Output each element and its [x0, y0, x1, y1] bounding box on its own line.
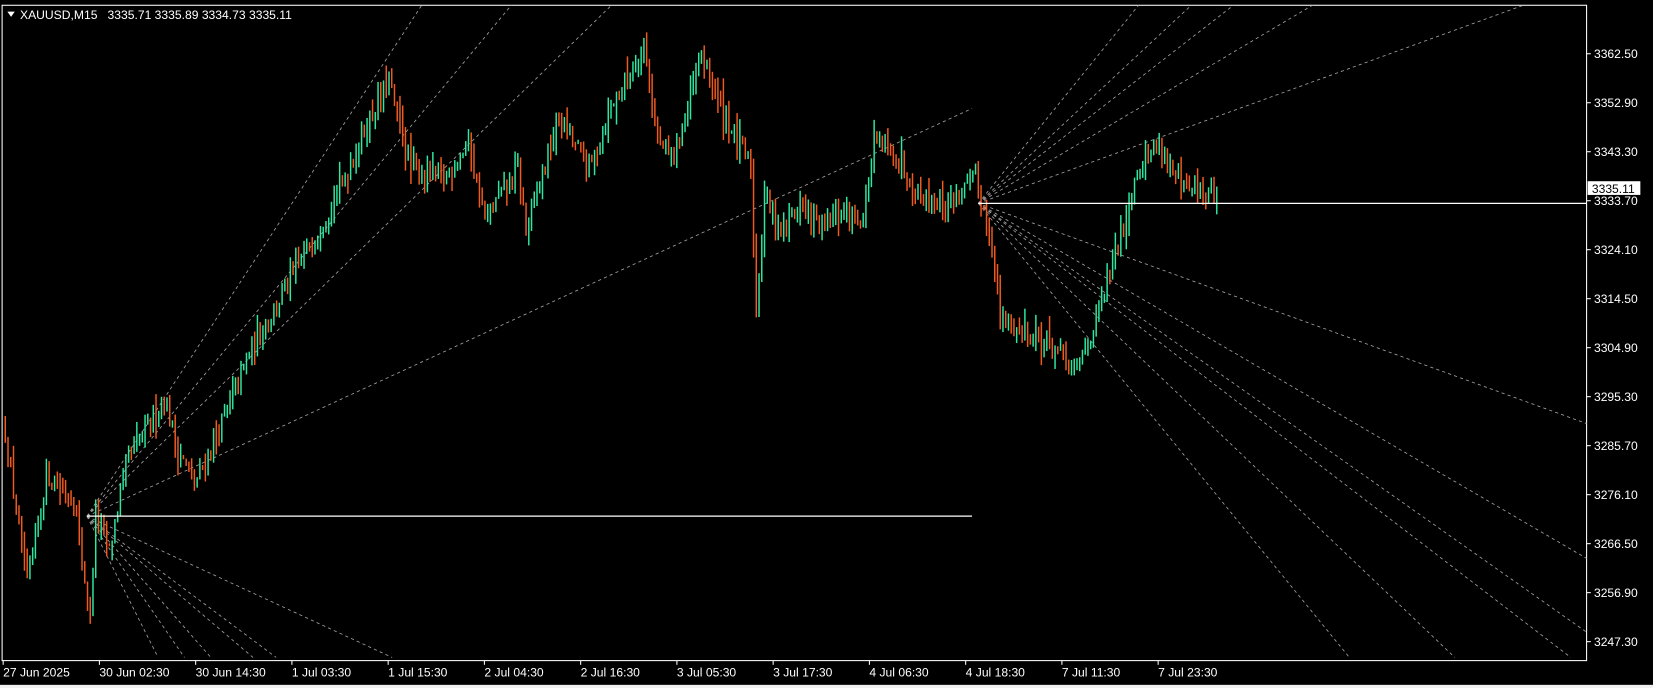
x-tick-label: 2 Jul 04:30	[484, 665, 544, 679]
x-tick-label: 4 Jul 18:30	[966, 665, 1026, 679]
fan-line[interactable]	[978, 4, 1192, 204]
fan-line[interactable]	[978, 4, 1524, 204]
fan-line[interactable]	[86, 5, 423, 517]
ohlc-values: 3335.71 3335.89 3334.73 3335.11	[108, 8, 293, 22]
gann-fan-lines[interactable]	[86, 4, 1587, 658]
fan-line[interactable]	[978, 202, 1587, 424]
y-tick-label: 3343.30	[1594, 145, 1638, 159]
fan-line[interactable]	[86, 108, 973, 517]
x-tick-label: 30 Jun 02:30	[99, 665, 169, 679]
x-tick-label: 7 Jul 11:30	[1062, 665, 1121, 679]
fan-line[interactable]	[978, 203, 1572, 658]
triangle-down-icon[interactable]	[7, 11, 15, 17]
price-axis[interactable]: 3362.50 3352.90 3343.30 3333.70 3324.10 3314.…	[1586, 47, 1638, 649]
y-tick-label: 3276.10	[1594, 488, 1638, 502]
y-tick-label: 3324.10	[1594, 243, 1638, 257]
symbol-timeframe: XAUUSD,M15	[20, 8, 98, 22]
fan-line[interactable]	[86, 516, 159, 658]
y-tick-label: 3256.90	[1594, 586, 1638, 600]
x-tick-label: 30 Jun 14:30	[196, 665, 266, 679]
x-tick-label: 2 Jul 16:30	[581, 665, 641, 679]
fan-line[interactable]	[977, 203, 1350, 658]
fan-line[interactable]	[86, 515, 393, 658]
time-axis[interactable]: 27 Jun 2025 30 Jun 02:30 30 Jun 14:30 1 Jul…	[2, 660, 1218, 680]
x-tick-label: 27 Jun 2025	[3, 665, 70, 679]
x-tick-label: 7 Jul 23:30	[1158, 665, 1218, 679]
x-tick-label: 3 Jul 05:30	[677, 665, 737, 679]
x-tick-label: 3 Jul 17:30	[773, 665, 833, 679]
y-tick-label: 3304.90	[1594, 341, 1638, 355]
y-tick-label: 3285.70	[1594, 439, 1638, 453]
fan-line[interactable]	[978, 203, 1456, 658]
horizontal-lines[interactable]	[86, 202, 1587, 517]
current-price-box	[1587, 181, 1641, 195]
y-tick-label: 3314.50	[1594, 292, 1638, 306]
x-tick-label: 4 Jul 06:30	[869, 665, 929, 679]
chart-frame	[1, 4, 1588, 662]
fan-line[interactable]	[86, 515, 254, 658]
price-bars	[4, 32, 1218, 624]
fan-line[interactable]	[86, 515, 277, 658]
x-tick-label: 1 Jul 03:30	[292, 665, 352, 679]
fan-line[interactable]	[86, 4, 612, 517]
fan-line[interactable]	[978, 203, 1587, 633]
bottom-strip	[0, 684, 1653, 688]
x-tick-label: 1 Jul 15:30	[388, 665, 448, 679]
current-price-label: 3335.11	[1592, 182, 1635, 196]
y-tick-label: 3352.90	[1594, 96, 1638, 110]
y-tick-label: 3362.50	[1594, 47, 1638, 61]
y-tick-label: 3295.30	[1594, 390, 1638, 404]
fan-line[interactable]	[977, 5, 1139, 204]
y-tick-label: 3247.30	[1594, 635, 1638, 649]
fan-line[interactable]	[978, 4, 1313, 204]
y-tick-label: 3333.70	[1594, 194, 1638, 208]
y-tick-label: 3266.50	[1594, 537, 1638, 551]
